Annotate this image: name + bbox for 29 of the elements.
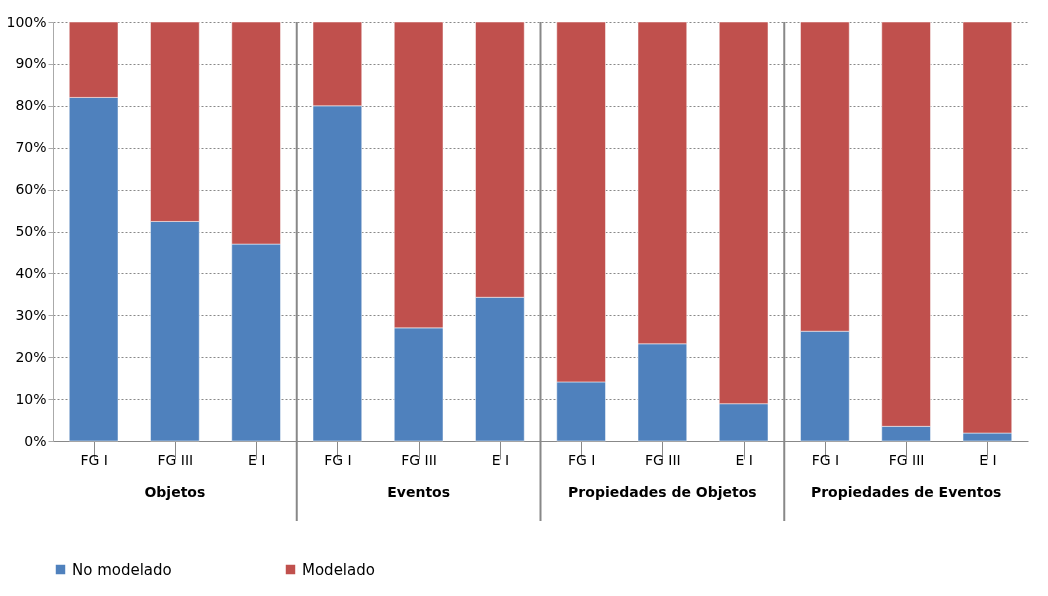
legend-label: Modelado [302, 560, 375, 579]
y-tick-label: 30% [15, 306, 47, 323]
text: Eventos [387, 484, 451, 500]
text: Objetos [144, 484, 206, 500]
y-tick-label: 90% [15, 55, 47, 72]
text: Propiedades de Objetos [568, 484, 757, 500]
y-tick-label: 100% [6, 13, 47, 30]
y-tick-label: 80% [15, 97, 47, 114]
x-tick-label: FG I [567, 451, 596, 468]
y-tick-label: 0% [24, 432, 47, 449]
x-tick-label: FG I [324, 451, 352, 468]
text: Propiedades de Eventos [810, 484, 1002, 500]
x-tick-label: FG III [401, 451, 437, 468]
x-tick-label: FG I [811, 451, 840, 468]
x-tick-label: FG III [888, 451, 925, 468]
legend-label: No modelado [72, 560, 172, 579]
x-tick-label: FG III [645, 451, 681, 468]
x-tick-label: E I [735, 451, 753, 468]
y-tick-label: 10% [15, 390, 47, 407]
y-tick-label: 70% [15, 139, 47, 156]
x-tick-label: E I [247, 451, 266, 468]
x-tick-label: E I [491, 451, 510, 468]
x-tick-label: FG I [80, 451, 108, 468]
y-tick-label: 40% [15, 264, 47, 281]
y-tick-label: 50% [15, 223, 47, 239]
x-tick-label: FG III [157, 451, 194, 468]
x-tick-label: E I [979, 451, 997, 468]
y-tick-label: 20% [15, 348, 47, 365]
y-tick-label: 60% [15, 181, 47, 198]
